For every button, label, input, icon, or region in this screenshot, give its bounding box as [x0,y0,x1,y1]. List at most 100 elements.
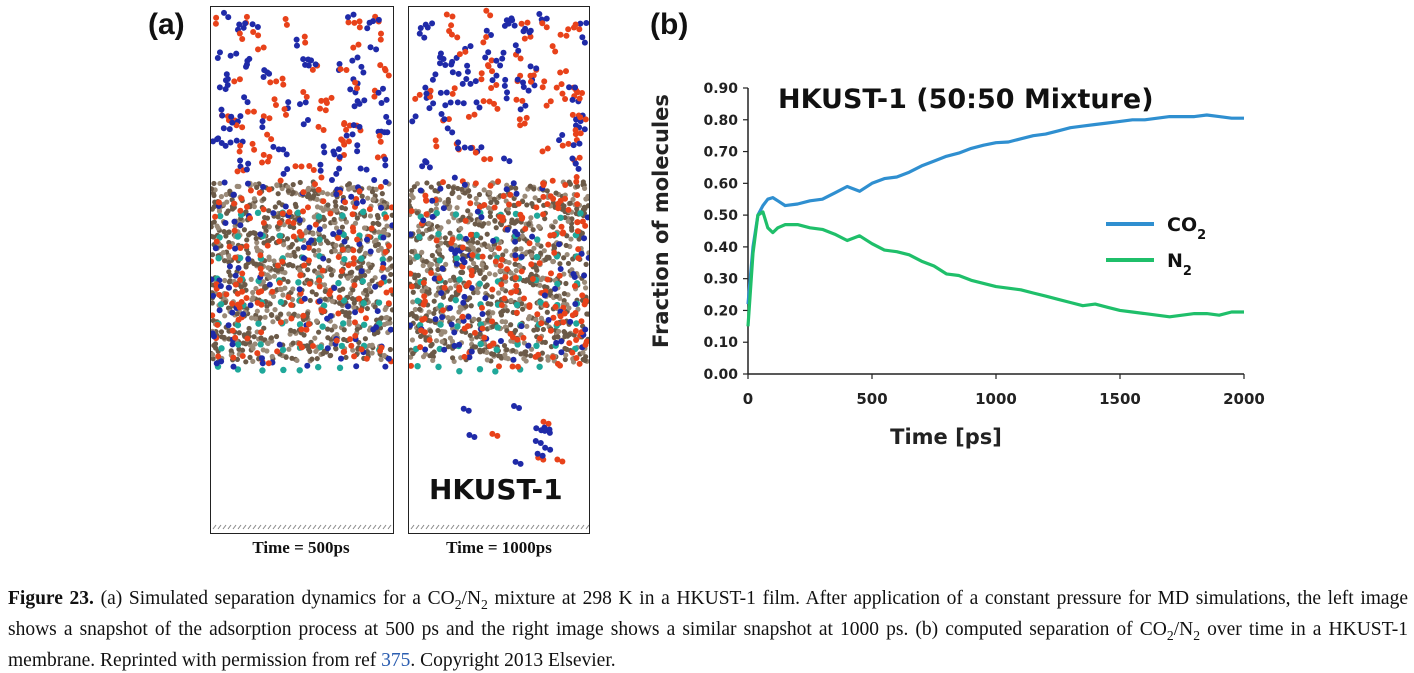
adsorbed-molecule [300,244,307,251]
framework-atom [321,282,328,288]
adsorbed-molecule [315,186,322,193]
adsorbed-molecule [409,283,415,290]
wall-hatch [257,524,262,530]
adsorbed-molecule [439,265,446,272]
framework-atom [532,195,538,201]
framework-atom [254,184,260,191]
wall-hatch [575,524,580,530]
adsorbed-molecule [279,210,286,217]
copper-atom [416,233,423,241]
framework-atom [279,266,285,272]
reference-link[interactable]: 375 [381,649,411,671]
co2-molecule [243,13,250,20]
permeated-molecule [466,431,473,438]
framework-atom [431,310,437,317]
co2-molecule [303,93,310,100]
co2-molecule [569,111,576,118]
wall-hatch [357,524,362,530]
framework-atom [260,347,266,353]
framework-atom [544,309,550,315]
adsorbed-molecule [377,183,384,190]
framework-atom [310,231,316,237]
n2-molecule [437,89,444,96]
framework-atom [410,299,416,305]
co2-molecule [433,143,440,150]
framework-atom [473,195,479,202]
adsorbed-molecule [260,206,267,213]
co2-molecule [279,75,286,82]
adsorbed-molecule [551,249,558,256]
wall-hatch [227,524,232,530]
adsorbed-molecule [432,316,439,323]
n2-molecule [581,39,588,46]
framework-atom [234,311,240,317]
framework-atom [266,256,272,263]
adsorbed-molecule [490,340,497,347]
wall-hatch [465,524,470,530]
n2-molecule [370,18,377,25]
adsorbed-molecule [335,235,342,242]
adsorbed-molecule [581,272,588,279]
adsorbed-molecule [303,326,310,333]
n2-molecule [463,76,470,83]
framework-atom [415,272,421,278]
n2-molecule [429,20,436,27]
n2-molecule [302,99,309,106]
adsorbed-molecule [478,214,485,221]
framework-atom [218,329,225,335]
framework-atom [223,233,229,239]
co2-molecule [282,16,289,23]
co2-molecule [266,115,273,122]
n2-molecule [243,166,250,173]
adsorbed-molecule [260,219,267,226]
adsorbed-molecule [217,282,224,289]
framework-atom [445,183,452,190]
adsorbed-molecule [269,288,276,295]
copper-atom [414,253,421,260]
adsorbed-molecule [385,300,392,307]
adsorbed-molecule [211,276,215,283]
n2-molecule [526,29,533,36]
framework-atom [477,347,483,353]
framework-atom [389,212,393,218]
framework-atom [325,326,331,332]
adsorbed-molecule [221,179,228,186]
wall-hatch [222,524,227,530]
adsorbed-molecule [247,187,254,194]
adsorbed-molecule [520,334,527,341]
adsorbed-molecule [358,307,365,314]
framework-atom [359,193,365,199]
co2-molecule [318,97,325,104]
n2-molecule [233,137,240,144]
framework-atom [520,306,526,312]
co2-molecule [213,14,220,21]
n2-molecule [233,50,240,57]
adsorbed-molecule [514,231,521,238]
n2-molecule [285,99,292,106]
copper-atom [476,280,483,287]
framework-atom [386,278,392,284]
framework-atom [541,248,547,254]
copper-atom [295,279,302,286]
adsorbed-molecule [536,335,543,342]
framework-atom [517,263,523,270]
framework-atom [454,205,460,211]
copper-atom [492,368,499,375]
adsorbed-molecule [362,315,369,322]
n2-molecule [223,71,230,78]
framework-atom [354,326,360,332]
co2-molecule [517,122,524,129]
framework-atom [449,190,455,197]
copper-atom [534,236,541,243]
co2-molecule [480,98,487,105]
n2-molecule [336,165,343,172]
framework-atom [382,306,388,313]
framework-atom [345,275,351,281]
adsorbed-molecule [382,363,389,370]
framework-atom [471,316,477,322]
adsorbed-molecule [300,255,307,262]
adsorbed-molecule [504,226,511,233]
framework-atom [486,271,493,277]
n2-molecule [224,81,231,88]
adsorbed-molecule [255,289,262,296]
